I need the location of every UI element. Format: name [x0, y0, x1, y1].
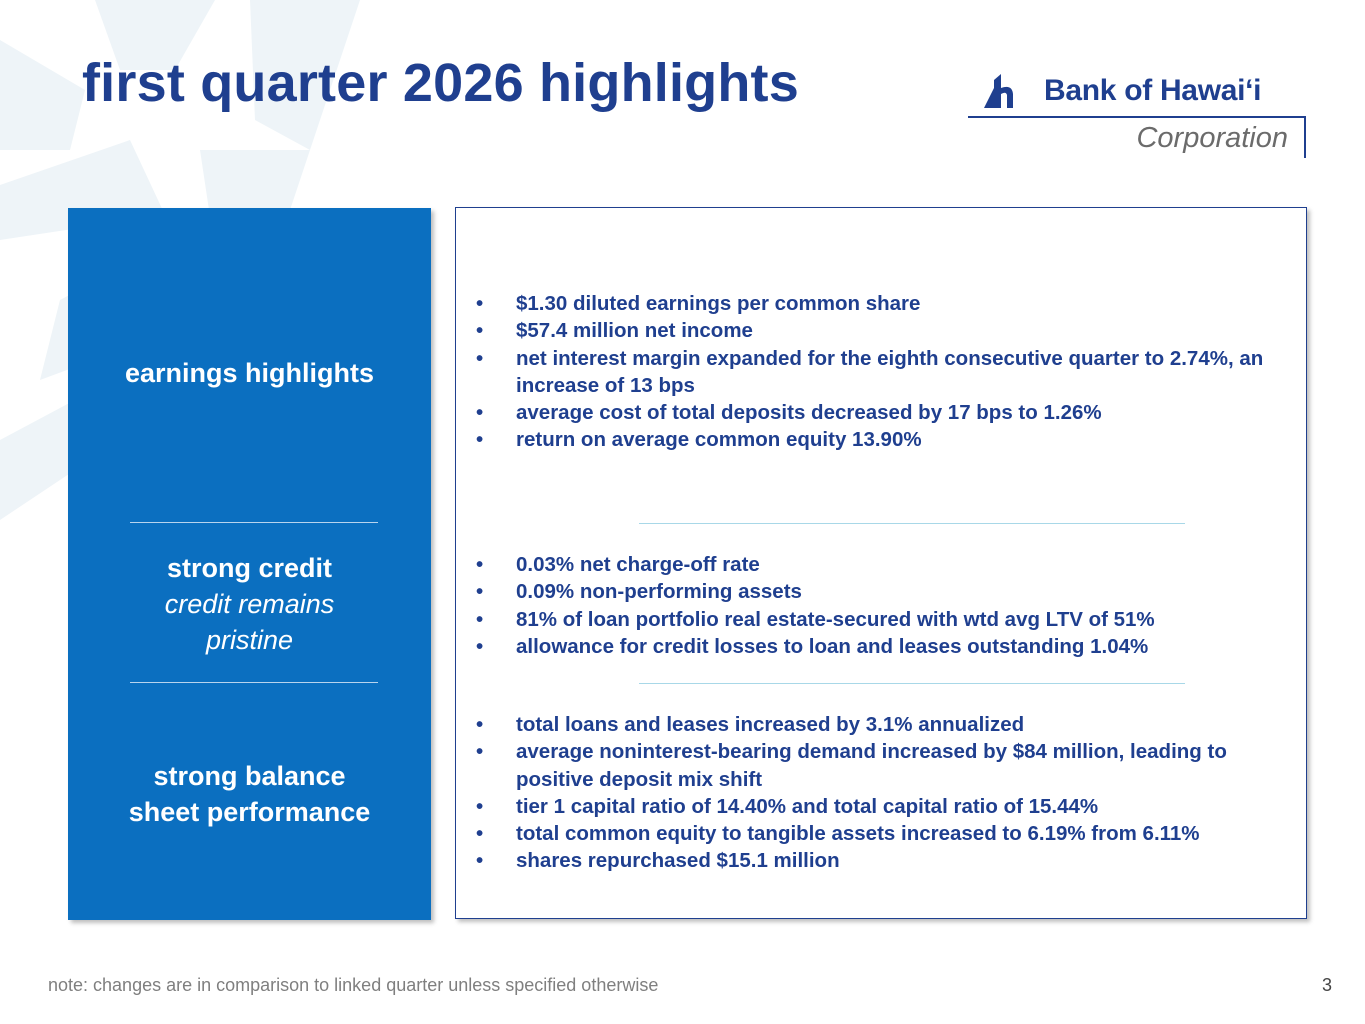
section-divider [639, 683, 1185, 684]
list-item: $1.30 diluted earnings per common share [476, 290, 1276, 318]
earnings-highlights-label: earnings highlights [68, 355, 431, 391]
bank-subtitle: Corporation [1136, 122, 1288, 154]
list-item: tier 1 capital ratio of 14.40% and total… [476, 793, 1276, 821]
footnote: note: changes are in comparison to linke… [48, 975, 659, 995]
highlights-panel: $1.30 diluted earnings per common share … [455, 207, 1307, 919]
section-divider [639, 523, 1185, 524]
section-heading: earnings highlights [124, 358, 374, 388]
section-labels-panel: earnings highlights strong credit credit… [68, 208, 431, 920]
list-item: shares repurchased $15.1 million [476, 847, 1276, 875]
list-item: allowance for credit losses to loan and … [476, 633, 1276, 661]
list-item: 81% of loan portfolio real estate-secure… [476, 606, 1276, 634]
section-heading: strong balance [153, 761, 346, 791]
page-number: 3 [1321, 975, 1332, 995]
list-item: average noninterest-bearing demand incre… [476, 738, 1276, 793]
balance-sheet-bullet-list: total loans and leases increased by 3.1%… [476, 711, 1276, 875]
list-item: 0.03% net charge-off rate [476, 551, 1276, 579]
section-divider [130, 682, 378, 683]
section-heading: strong credit [166, 553, 333, 583]
earnings-bullet-list: $1.30 diluted earnings per common share … [476, 290, 1276, 454]
section-divider [130, 522, 378, 523]
slide-title: first quarter 2026 highlights [82, 53, 799, 113]
list-item: $57.4 million net income [476, 317, 1276, 345]
credit-bullet-list: 0.03% net charge-off rate 0.09% non-perf… [476, 551, 1276, 660]
bank-name: Bank of Hawaiʻi [1044, 74, 1262, 107]
list-item: return on average common equity 13.90% [476, 426, 1276, 454]
list-item: total common equity to tangible assets i… [476, 820, 1276, 848]
logo-divider [968, 116, 1306, 118]
logo-divider-vertical [1304, 116, 1306, 158]
list-item: average cost of total deposits decreased… [476, 399, 1276, 427]
section-subheading: credit remains pristine [164, 589, 335, 655]
balance-sheet-label: strong balance sheet performance [68, 758, 431, 830]
bank-logo-mark-icon [984, 74, 1013, 108]
section-heading: sheet performance [128, 797, 371, 827]
list-item: net interest margin expanded for the eig… [476, 345, 1276, 400]
strong-credit-label: strong credit credit remains pristine [68, 550, 431, 658]
list-item: 0.09% non-performing assets [476, 578, 1276, 606]
list-item: total loans and leases increased by 3.1%… [476, 711, 1276, 739]
bank-logo: Bank of Hawaiʻi Corporation [968, 66, 1308, 161]
